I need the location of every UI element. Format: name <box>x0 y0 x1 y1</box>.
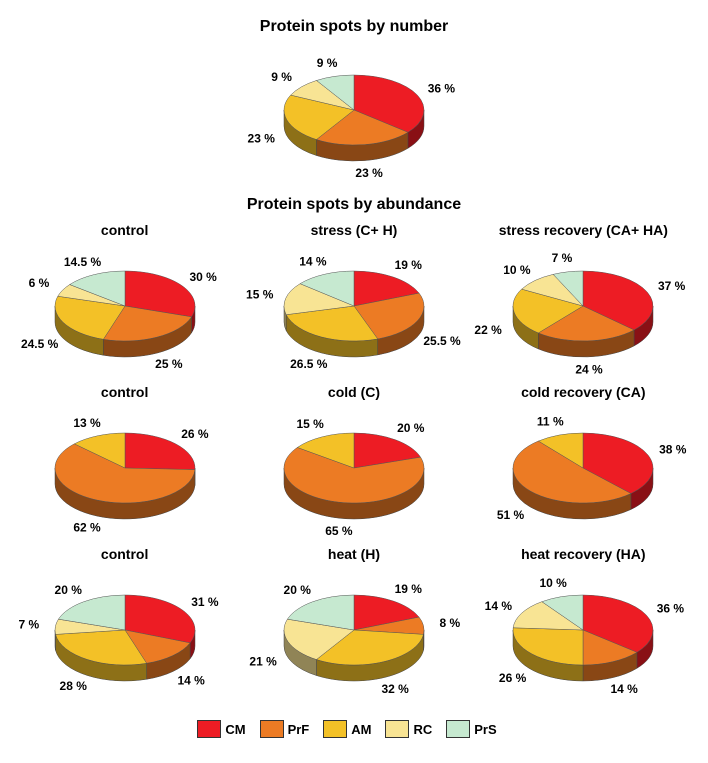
svg-text:14.5 %: 14.5 % <box>63 255 101 269</box>
svg-text:26.5 %: 26.5 % <box>290 357 328 371</box>
svg-text:21 %: 21 % <box>249 655 277 669</box>
pie-chart: cold recovery (CA) 38 % 51 % 11 % <box>473 384 693 542</box>
legend-swatch <box>446 720 470 738</box>
pie-title: control <box>15 222 235 238</box>
pie-title: control <box>15 384 235 400</box>
svg-text:25.5 %: 25.5 % <box>423 334 461 348</box>
svg-text:28 %: 28 % <box>59 679 87 693</box>
pie-title: heat (H) <box>244 546 464 562</box>
legend-label: PrS <box>474 722 496 737</box>
pie-title: stress recovery (CA+ HA) <box>473 222 693 238</box>
pie-title: control <box>15 546 235 562</box>
pie-title: cold recovery (CA) <box>473 384 693 400</box>
pie-title: heat recovery (HA) <box>473 546 693 562</box>
svg-text:15 %: 15 % <box>246 288 274 302</box>
svg-text:14 %: 14 % <box>611 682 639 696</box>
legend-item-AM: AM <box>323 720 385 738</box>
svg-text:36 %: 36 % <box>657 602 685 616</box>
legend-swatch <box>260 720 284 738</box>
pie-title: cold (C) <box>244 384 464 400</box>
pie-chart: stress (C+ H) 19 % 25.5 % 26.5 % 15 % 14 % <box>244 222 464 380</box>
svg-text:14 %: 14 % <box>299 254 327 268</box>
pie-chart: stress recovery (CA+ HA) 37 % 24 % 22 % 10 … <box>473 222 693 380</box>
svg-text:26 %: 26 % <box>499 671 527 685</box>
pie-row: control 30 % 25 % 24.5 % 6 % 14.5 % stress (… <box>10 222 698 380</box>
svg-text:30 %: 30 % <box>189 270 217 284</box>
svg-text:15 %: 15 % <box>296 417 324 431</box>
legend-label: RC <box>413 722 432 737</box>
legend-label: AM <box>351 722 371 737</box>
svg-text:22 %: 22 % <box>475 323 503 337</box>
legend-item-RC: RC <box>385 720 446 738</box>
svg-text:19 %: 19 % <box>395 582 423 596</box>
legend-label: CM <box>225 722 245 737</box>
legend: CM PrF AM RC PrS <box>10 720 698 738</box>
svg-text:7 %: 7 % <box>18 618 39 632</box>
svg-text:32 %: 32 % <box>381 682 409 696</box>
pie-chart: heat recovery (HA) 36 % 14 % 26 % 14 % 10 % <box>473 546 693 704</box>
pie-chart: heat (H) 19 % 8 % 32 % 21 % 20 % <box>244 546 464 704</box>
svg-text:19 %: 19 % <box>395 258 423 272</box>
pie-chart: control 26 % 62 % 13 % <box>15 384 235 542</box>
svg-text:10 %: 10 % <box>540 576 568 590</box>
svg-text:23 %: 23 % <box>355 166 383 180</box>
section1-title: Protein spots by number <box>10 18 698 36</box>
svg-text:8 %: 8 % <box>439 616 460 630</box>
svg-text:62 %: 62 % <box>73 521 101 535</box>
svg-text:7 %: 7 % <box>552 251 573 265</box>
pie-title: stress (C+ H) <box>244 222 464 238</box>
pie-chart: 36 % 23 % 23 % 9 % 9 % <box>244 44 464 184</box>
legend-item-CM: CM <box>197 720 259 738</box>
svg-text:24 %: 24 % <box>576 362 604 376</box>
legend-item-PrS: PrS <box>446 720 510 738</box>
svg-text:23 %: 23 % <box>248 132 276 146</box>
svg-text:20 %: 20 % <box>284 583 312 597</box>
pie-chart: control 30 % 25 % 24.5 % 6 % 14.5 % <box>15 222 235 380</box>
svg-text:6 %: 6 % <box>28 276 49 290</box>
legend-swatch <box>197 720 221 738</box>
svg-text:9 %: 9 % <box>271 70 292 84</box>
legend-swatch <box>323 720 347 738</box>
svg-text:38 %: 38 % <box>659 442 687 456</box>
svg-text:14 %: 14 % <box>177 673 205 687</box>
legend-swatch <box>385 720 409 738</box>
pie-row: control 31 % 14 % 28 % 7 % 20 % heat (H) 19 … <box>10 546 698 704</box>
svg-text:36 %: 36 % <box>428 82 456 96</box>
svg-text:11 %: 11 % <box>537 415 564 429</box>
svg-text:24.5 %: 24.5 % <box>21 337 59 351</box>
svg-text:25 %: 25 % <box>155 357 183 371</box>
section2-title: Protein spots by abundance <box>10 196 698 214</box>
svg-text:14 %: 14 % <box>485 599 513 613</box>
section1-pie-holder: 36 % 23 % 23 % 9 % 9 % <box>10 44 698 184</box>
pie-row: control 26 % 62 % 13 % cold (C) 20 % 65 % 15… <box>10 384 698 542</box>
svg-text:37 %: 37 % <box>658 279 686 293</box>
pie-chart: control 31 % 14 % 28 % 7 % 20 % <box>15 546 235 704</box>
pie-chart: cold (C) 20 % 65 % 15 % <box>244 384 464 542</box>
svg-text:20 %: 20 % <box>54 583 82 597</box>
legend-label: PrF <box>288 722 310 737</box>
svg-text:51 %: 51 % <box>497 508 525 522</box>
svg-text:9 %: 9 % <box>317 56 338 70</box>
legend-item-PrF: PrF <box>260 720 324 738</box>
svg-text:13 %: 13 % <box>73 416 101 430</box>
svg-text:10 %: 10 % <box>504 263 532 277</box>
svg-text:31 %: 31 % <box>191 595 219 609</box>
svg-text:65 %: 65 % <box>325 524 353 538</box>
svg-text:26 %: 26 % <box>181 427 209 441</box>
section2-grid: control 30 % 25 % 24.5 % 6 % 14.5 % stress (… <box>10 222 698 704</box>
svg-text:20 %: 20 % <box>397 421 425 435</box>
